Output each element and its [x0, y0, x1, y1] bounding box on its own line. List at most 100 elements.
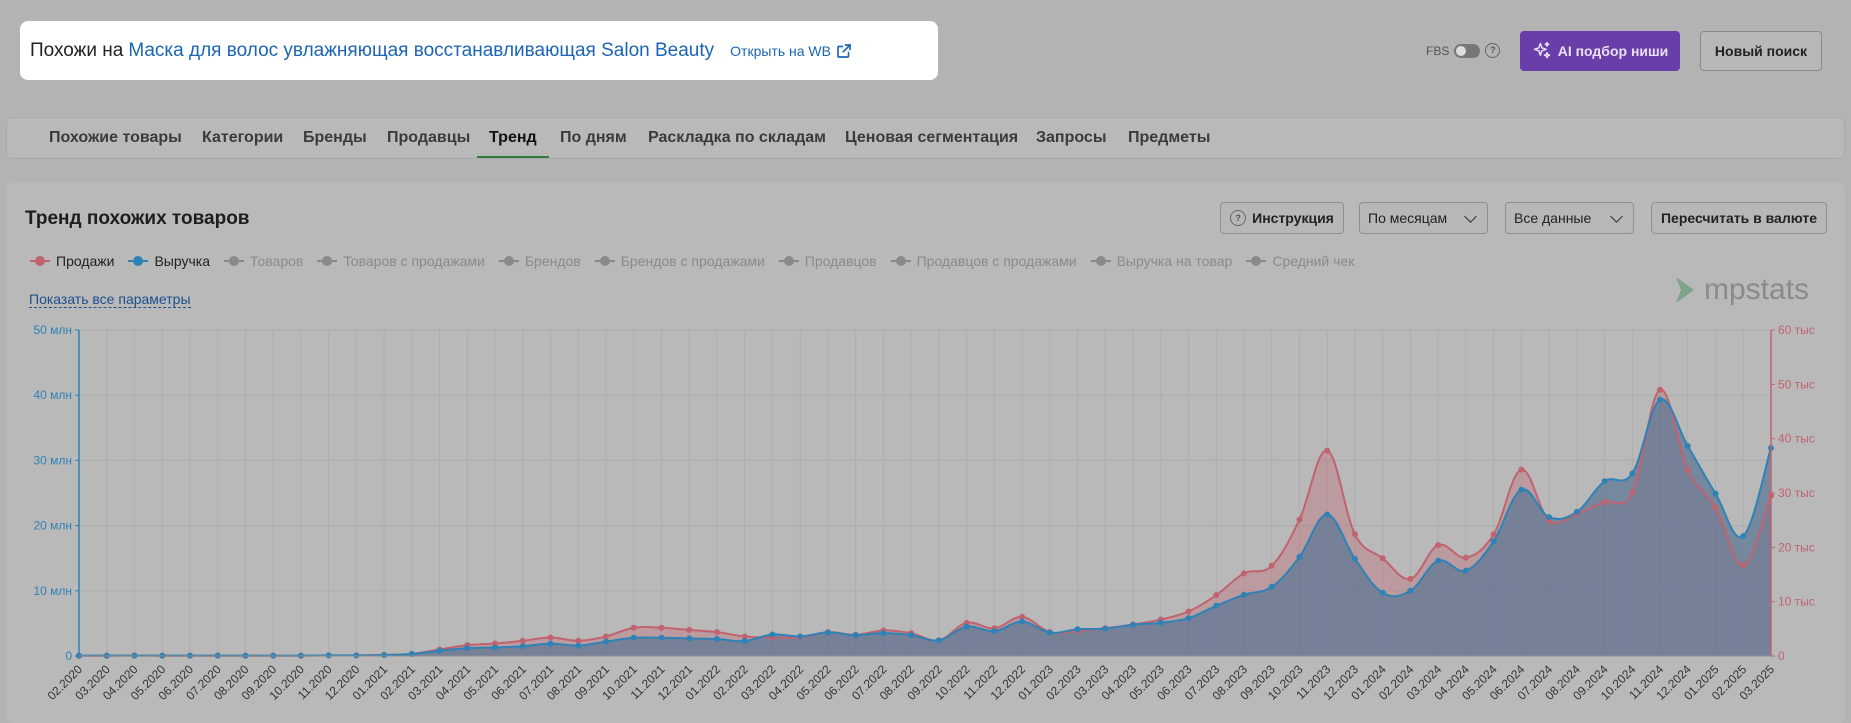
instruction-button[interactable]: ? Инструкция	[1220, 202, 1344, 234]
question-icon: ?	[1230, 210, 1247, 226]
legend-marker	[498, 254, 519, 268]
data-point	[1046, 629, 1053, 636]
sparkles-icon	[1533, 41, 1550, 59]
data-point	[1712, 504, 1719, 511]
y-right-tick-label: 10 тыс	[1778, 595, 1815, 609]
currency-recalc-button[interactable]: Пересчитать в валюте	[1651, 202, 1827, 234]
data-point	[1601, 499, 1608, 506]
data-point	[1102, 625, 1109, 632]
data-point	[1684, 467, 1691, 474]
tab-subjects[interactable]: Предметы	[1128, 129, 1211, 146]
period-select-value: По месяцам	[1368, 210, 1448, 226]
legend-item-sellers[interactable]: Продавцов	[778, 253, 877, 269]
legend-marker	[1246, 254, 1267, 268]
y-right-tick-label: 0	[1778, 649, 1785, 663]
data-point	[1407, 587, 1414, 594]
data-point	[603, 633, 610, 640]
ai-niche-button[interactable]: AI подбор ниши	[1520, 31, 1680, 71]
y-right-tick-label: 40 тыс	[1778, 432, 1815, 446]
tab-trend[interactable]: Тренд	[477, 118, 549, 158]
tab-categories[interactable]: Категории	[202, 129, 284, 146]
legend-item-average-check[interactable]: Средний чек	[1246, 253, 1354, 269]
legend-item-brands-with-sales[interactable]: Брендов с продажами	[594, 253, 765, 269]
data-point	[325, 652, 332, 659]
fbs-help-icon[interactable]: ?	[1485, 43, 1501, 58]
tab-similar-products[interactable]: Похожие товары	[49, 129, 182, 146]
data-point	[1657, 386, 1664, 393]
mpstats-logo: mpstats	[1674, 273, 1809, 307]
data-point	[1213, 592, 1220, 599]
tab-brands[interactable]: Бренды	[303, 129, 367, 146]
legend-label: Выручка	[154, 253, 211, 269]
fbs-control: FBS ?	[1426, 43, 1501, 58]
y-right-tick-label: 20 тыс	[1778, 540, 1815, 554]
data-point	[1573, 508, 1580, 515]
tab-price-segmentation[interactable]: Ценовая сегментация	[845, 129, 1019, 146]
data-point	[547, 634, 554, 641]
panel-title: Тренд похожих товаров	[25, 208, 250, 229]
open-wb-link[interactable]: Открыть на WB	[730, 42, 853, 60]
legend-item-products-with-sales[interactable]: Товаров с продажами	[317, 253, 485, 269]
ai-niche-label: AI подбор ниши	[1557, 43, 1669, 59]
data-point	[852, 632, 859, 639]
data-point	[1296, 553, 1303, 560]
legend-item-sellers-with-sales[interactable]: Продавцов с продажами	[890, 253, 1077, 269]
legend-marker	[317, 254, 338, 268]
legend-label: Продавцов с продажами	[916, 253, 1077, 269]
data-point	[1601, 478, 1608, 485]
new-search-button[interactable]: Новый поиск	[1700, 31, 1822, 71]
legend-item-brands[interactable]: Брендов	[498, 253, 581, 269]
data-select[interactable]: Все данные	[1505, 202, 1634, 234]
data-point	[686, 626, 693, 633]
period-select[interactable]: По месяцам	[1359, 202, 1488, 234]
data-point	[769, 631, 776, 638]
legend-label: Средний чек	[1272, 253, 1355, 269]
data-point	[630, 624, 637, 631]
fbs-toggle[interactable]	[1454, 43, 1481, 58]
data-point	[658, 624, 665, 631]
series-area-revenue	[79, 399, 1771, 656]
legend-item-revenue[interactable]: Выручка	[128, 253, 210, 269]
legend-label: Брендов с продажами	[620, 253, 765, 269]
data-point	[1296, 516, 1303, 523]
data-point	[1435, 542, 1442, 549]
data-point	[1240, 570, 1247, 577]
data-point	[1157, 619, 1164, 626]
data-point	[686, 635, 693, 642]
data-point	[353, 652, 360, 659]
legend-label: Товаров	[250, 253, 304, 269]
data-point	[908, 632, 915, 639]
data-point	[1213, 602, 1220, 609]
data-point	[1657, 396, 1664, 403]
legend-item-sales[interactable]: Продажи	[30, 253, 114, 269]
legend-marker	[594, 254, 615, 268]
data-point	[741, 633, 748, 640]
data-point	[1740, 562, 1747, 569]
data-point	[381, 652, 388, 659]
data-point	[880, 630, 887, 637]
data-point	[1740, 533, 1747, 540]
y-right-tick-label: 30 тыс	[1778, 486, 1815, 500]
data-select-value: Все данные	[1514, 210, 1592, 226]
data-point	[1490, 531, 1497, 538]
legend-label: Брендов	[524, 253, 581, 269]
data-point	[1351, 531, 1358, 538]
y-left-tick-label: 10 млн	[33, 584, 72, 598]
legend-item-revenue-per-product[interactable]: Выручка на товар	[1090, 253, 1232, 269]
legend-label: Продажи	[56, 253, 115, 269]
data-point	[1518, 466, 1525, 473]
tab-by-days[interactable]: По дням	[560, 129, 627, 146]
tab-sellers[interactable]: Продавцы	[387, 129, 471, 146]
data-point	[797, 633, 804, 640]
legend-label: Продавцов	[804, 253, 877, 269]
show-all-params-link[interactable]: Показать все параметры	[29, 291, 191, 308]
legend-item-products[interactable]: Товаров	[224, 253, 303, 269]
tab-queries[interactable]: Запросы	[1036, 129, 1107, 146]
data-point	[492, 644, 499, 651]
data-point	[603, 638, 610, 645]
tab-warehouse-layout[interactable]: Раскладка по складам	[648, 129, 826, 146]
data-point	[547, 640, 554, 647]
y-left-tick-label: 20 млн	[33, 519, 72, 533]
product-name-link[interactable]: Маска для волос увлажняющая восстанавлив…	[128, 39, 715, 61]
